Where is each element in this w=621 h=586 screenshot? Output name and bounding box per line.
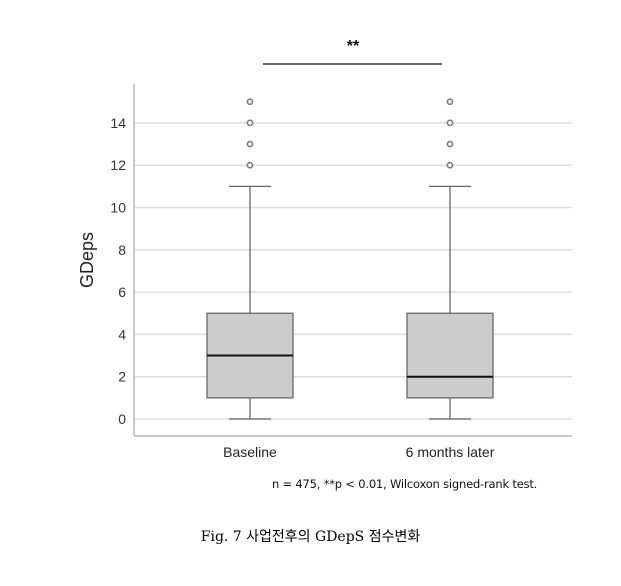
y-tick-label: 0	[118, 411, 126, 427]
y-axis-title: GDeps	[77, 232, 97, 288]
iqr-box	[406, 312, 494, 399]
outlier-point	[446, 140, 454, 148]
y-tick-label: 14	[110, 115, 126, 131]
outlier-point	[246, 161, 254, 169]
outlier-point	[446, 161, 454, 169]
outlier-point	[246, 119, 254, 127]
statistics-note: n = 475, **p < 0.01, Wilcoxon signed-ran…	[272, 477, 538, 491]
outlier-point	[446, 119, 454, 127]
outlier-point	[246, 140, 254, 148]
grid-lines	[135, 122, 572, 420]
y-tick-label: 10	[110, 200, 126, 216]
y-tick-label: 2	[118, 369, 126, 385]
figure-caption: Fig. 7 사업전후의 GDepS 점수변화	[200, 529, 421, 545]
outlier-point	[446, 98, 454, 106]
boxes	[206, 98, 494, 420]
y-tick-labels: 0 2 4 6 8 10 12 14	[110, 115, 126, 427]
axes	[133, 84, 572, 437]
outlier-point	[246, 98, 254, 106]
y-tick-label: 6	[118, 284, 126, 300]
y-tick-label: 8	[118, 242, 126, 258]
box-baseline	[206, 98, 294, 420]
significance-label: **	[347, 38, 360, 55]
box-6-months-later	[406, 98, 494, 420]
x-label-6-months-later: 6 months later	[406, 444, 495, 460]
y-tick-label: 4	[118, 326, 126, 342]
y-tick-label: 12	[110, 157, 126, 173]
x-label-baseline: Baseline	[223, 444, 277, 460]
